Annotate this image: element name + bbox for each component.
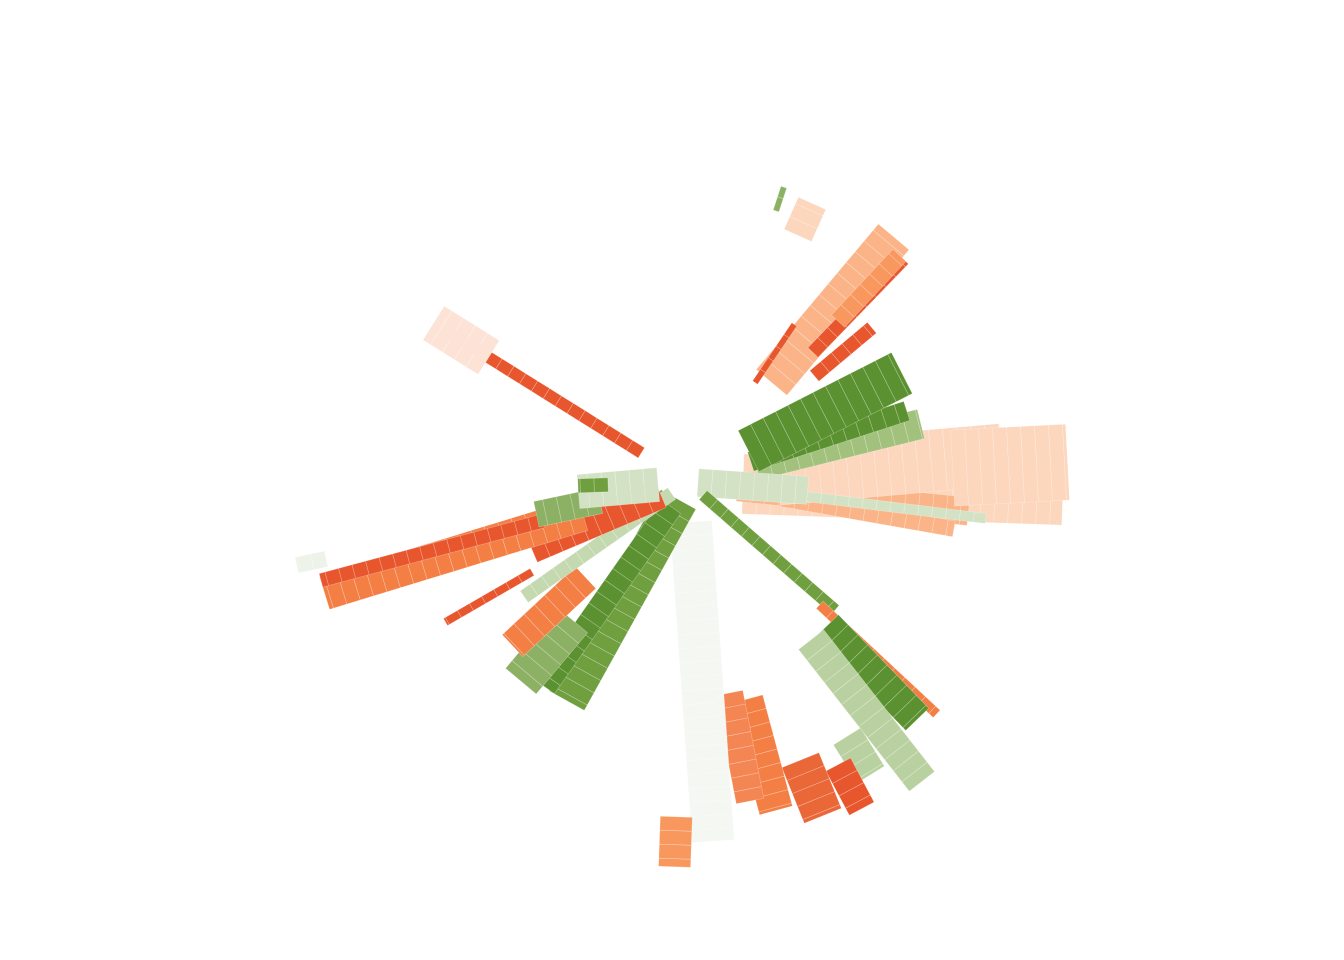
bar-segment: [577, 478, 581, 494]
bar-segment: [847, 496, 864, 509]
bar-segment: [794, 475, 810, 505]
bar-segment: [658, 857, 692, 868]
bar-segment: [783, 322, 798, 339]
radial-bar: [825, 757, 875, 816]
bar-segment: [658, 843, 692, 860]
bar-segment: [931, 506, 948, 519]
radial-bar: [831, 248, 907, 328]
bar-segment: [772, 196, 784, 213]
bar-segment: [845, 794, 875, 816]
bar-segment: [902, 704, 930, 731]
bar-segment: [889, 501, 906, 514]
bar-segment: [758, 802, 793, 816]
bar-segment: [710, 469, 728, 499]
radial-bar: [501, 566, 597, 658]
bar-segment: [802, 804, 842, 824]
bar-segment: [861, 498, 878, 511]
radial-bar: [443, 568, 535, 626]
bar-segment: [863, 321, 877, 337]
bar-segment: [972, 511, 987, 524]
radial-bar: [422, 305, 500, 375]
bar-segment: [593, 477, 609, 493]
bar-segment: [903, 503, 920, 516]
bar-segment: [548, 685, 588, 711]
bar-segment: [872, 223, 910, 257]
bar-segment: [505, 660, 544, 695]
bar-segment: [893, 401, 911, 424]
bar-segment: [659, 829, 693, 846]
bar-segment: [945, 519, 956, 538]
bar-segment: [318, 571, 329, 588]
bar-segment: [833, 494, 850, 508]
radial-bar: [781, 752, 842, 824]
bar-segment: [733, 786, 765, 805]
bar-segment: [780, 474, 798, 504]
bar-segment: [738, 471, 756, 501]
bar-segment: [1062, 423, 1070, 501]
radial-bar: [534, 499, 682, 695]
bar-segment: [752, 472, 770, 502]
radial-bar: [577, 477, 609, 494]
bar-segment: [766, 473, 784, 503]
radial-bar: [698, 490, 840, 615]
bar-segment: [659, 815, 693, 832]
bar-segment: [917, 504, 934, 518]
bar-segment: [579, 477, 595, 494]
bar-segment: [443, 617, 450, 626]
radial-bar: [696, 468, 810, 505]
radial-bar: [294, 550, 329, 574]
bar-segment: [806, 491, 822, 504]
bar-segment: [422, 305, 453, 346]
bar-segment: [945, 508, 961, 521]
bar-segment: [519, 583, 539, 603]
bar-segment: [294, 556, 301, 574]
bar-segment: [887, 352, 913, 396]
bar-segment: [888, 248, 907, 267]
radial-bar: [658, 815, 693, 868]
bar-segment: [777, 185, 788, 199]
radial-bar: [737, 352, 913, 473]
radial-bar: [809, 321, 877, 382]
radial-bar: [806, 491, 987, 524]
bar-segment: [691, 827, 735, 843]
radial-bar: [798, 629, 935, 792]
radial-bar: [772, 185, 788, 213]
radial-bar: [814, 614, 930, 731]
bar-segment: [533, 499, 549, 528]
bar-segment: [501, 632, 525, 658]
radial-bar: [669, 520, 735, 843]
radial-bar: [755, 223, 910, 396]
bar-segment: [724, 470, 742, 500]
radial-bar: [752, 322, 798, 385]
bar-segment: [928, 705, 941, 718]
radial-bar: [714, 690, 765, 805]
radial-bar: [950, 423, 1070, 507]
bar-segment: [875, 499, 892, 513]
bar-segment: [795, 196, 827, 217]
radial-bar: [783, 196, 827, 242]
bar-segment: [914, 409, 925, 440]
bar-segment: [959, 510, 975, 523]
bar-segment: [820, 493, 836, 506]
bar-segment: [901, 761, 935, 792]
